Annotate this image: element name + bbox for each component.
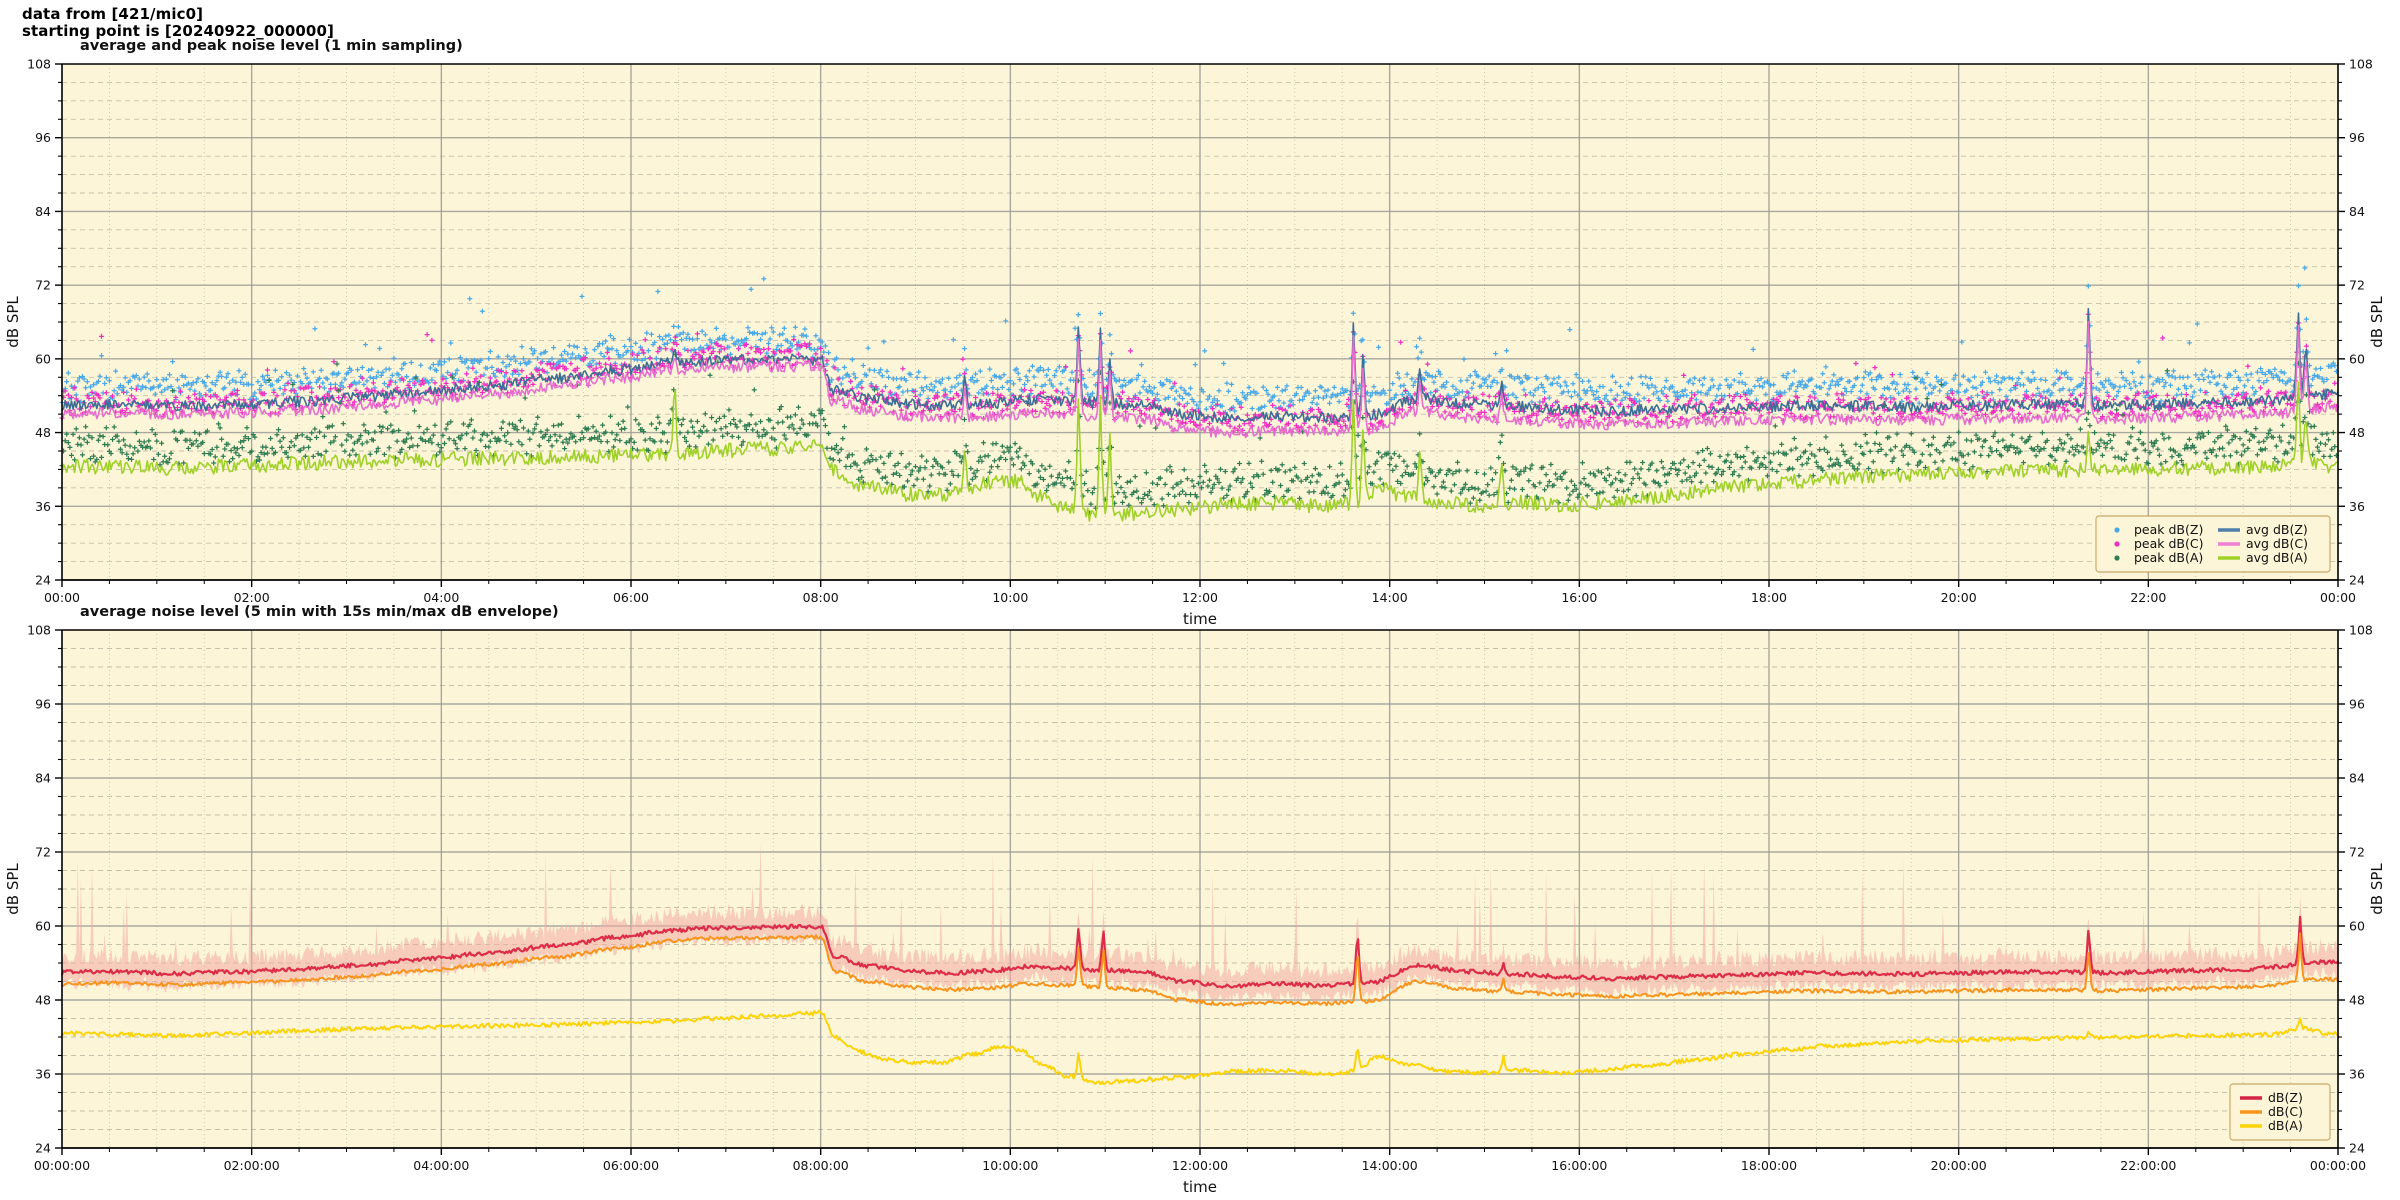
x-axis-tick-label: 06:00:00 [603, 1158, 659, 1173]
x-axis-tick-label: 02:00:00 [224, 1158, 280, 1173]
x-axis-tick-label: 10:00 [992, 590, 1028, 605]
y-axis-tick-label-right: 108 [2349, 57, 2373, 72]
x-axis-tick-label: 10:00:00 [982, 1158, 1038, 1173]
y-axis-tick-label: 96 [35, 130, 51, 145]
y-axis-tick-label: 84 [35, 204, 51, 219]
y-axis-tick-label: 36 [35, 1067, 51, 1082]
y-axis-tick-label-right: 72 [2349, 278, 2365, 293]
x-axis-tick-label: 18:00 [1751, 590, 1787, 605]
x-axis-tick-label: 18:00:00 [1741, 1158, 1797, 1173]
y-axis-tick-label-right: 24 [2349, 573, 2365, 588]
x-axis-tick-label: 12:00:00 [1172, 1158, 1228, 1173]
x-axis-tick-label: 22:00 [2130, 590, 2166, 605]
x-axis-tick-label: 00:00 [44, 590, 80, 605]
x-axis-title: time [1183, 1178, 1217, 1196]
y-axis-tick-label-right: 36 [2349, 1067, 2365, 1082]
legend-item-label: avg dB(A) [2246, 550, 2308, 565]
y-axis-tick-label-right: 108 [2349, 623, 2373, 638]
x-axis-tick-label: 00:00 [2320, 590, 2356, 605]
y-axis-tick-label-right: 96 [2349, 697, 2365, 712]
y-axis-tick-label-right: 60 [2349, 919, 2365, 934]
y-axis-tick-label: 48 [35, 993, 51, 1008]
x-axis-tick-label: 22:00:00 [2120, 1158, 2176, 1173]
chart-legend: peak dB(Z)peak dB(C)peak dB(A)avg dB(Z)a… [2095, 515, 2331, 573]
x-axis-tick-label: 06:00 [613, 590, 649, 605]
x-axis-title: time [1183, 610, 1217, 628]
x-axis-tick-label: 16:00:00 [1551, 1158, 1607, 1173]
y-axis-tick-label: 108 [27, 57, 51, 72]
legend-dot-marker [2114, 541, 2120, 547]
y-axis-tick-label: 60 [35, 351, 51, 366]
y-axis-tick-label-right: 36 [2349, 499, 2365, 514]
x-axis-tick-label: 16:00 [1561, 590, 1597, 605]
x-axis-tick-label: 00:00:00 [2310, 1158, 2366, 1173]
report-header: data from [421/mic0] starting point is [… [22, 6, 334, 40]
chart2-plot: 24 24 36 36 48 48 60 60 72 72 84 84 96 96 108 108 00:00:… [4, 623, 2386, 1197]
y-axis-tick-label: 36 [35, 499, 51, 514]
y-axis-tick-label: 84 [35, 771, 51, 786]
y-axis-tick-label: 96 [35, 697, 51, 712]
x-axis-tick-label: 20:00 [1941, 590, 1977, 605]
chart1-plot: 24 24 36 36 48 48 60 60 72 72 84 84 96 96 108 108 00:00 0… [4, 57, 2386, 629]
legend-item-label: peak dB(Z) [2134, 522, 2203, 537]
legend-item-label: dB(A) [2268, 1118, 2303, 1133]
header-data-source: data from [421/mic0] [22, 5, 204, 23]
y-axis-tick-label: 24 [35, 1141, 51, 1156]
header-start-time: starting point is [20240922_000000] [22, 22, 334, 40]
y-axis-tick-label: 48 [35, 425, 51, 440]
x-axis-tick-label: 12:00 [1182, 590, 1218, 605]
legend-item-label: avg dB(Z) [2246, 522, 2308, 537]
y-axis-tick-label-right: 96 [2349, 130, 2365, 145]
legend-item-label: dB(Z) [2268, 1090, 2303, 1105]
legend-item-label: peak dB(A) [2134, 550, 2203, 565]
legend-item-label: peak dB(C) [2134, 536, 2204, 551]
x-axis-tick-label: 14:00 [1372, 590, 1408, 605]
chart-legend: dB(Z)dB(C)dB(A) [2229, 1083, 2331, 1141]
y-axis-tick-label: 72 [35, 278, 51, 293]
y-axis-tick-label-right: 84 [2349, 204, 2365, 219]
y-axis-tick-label: 108 [27, 623, 51, 638]
x-axis-tick-label: 02:00 [234, 590, 270, 605]
chart-panel-average-envelope: average noise level (5 min with 15s min/… [0, 604, 2400, 1200]
y-axis-tick-label-right: 24 [2349, 1141, 2365, 1156]
legend-dot-marker [2114, 555, 2120, 561]
x-axis-tick-label: 08:00 [803, 590, 839, 605]
y-axis-title-left: dB SPL [4, 863, 22, 915]
y-axis-tick-label-right: 48 [2349, 993, 2365, 1008]
x-axis-tick-label: 08:00:00 [793, 1158, 849, 1173]
y-axis-tick-label: 72 [35, 845, 51, 860]
y-axis-tick-label-right: 60 [2349, 351, 2365, 366]
chart2-title: average noise level (5 min with 15s min/… [80, 604, 559, 620]
x-axis-tick-label: 00:00:00 [34, 1158, 90, 1173]
x-axis-tick-label: 20:00:00 [1931, 1158, 1987, 1173]
x-axis-tick-label: 04:00:00 [413, 1158, 469, 1173]
x-axis-tick-label: 14:00:00 [1362, 1158, 1418, 1173]
y-axis-title-right: dB SPL [2368, 863, 2386, 915]
y-axis-tick-label-right: 84 [2349, 771, 2365, 786]
y-axis-tick-label: 60 [35, 919, 51, 934]
x-axis-tick-label: 04:00 [423, 590, 459, 605]
chart1-title: average and peak noise level (1 min samp… [80, 38, 463, 54]
y-axis-tick-label-right: 72 [2349, 845, 2365, 860]
legend-item-label: avg dB(C) [2246, 536, 2308, 551]
legend-item-label: dB(C) [2268, 1104, 2303, 1119]
y-axis-title-left: dB SPL [4, 296, 22, 348]
y-axis-tick-label-right: 48 [2349, 425, 2365, 440]
chart-panel-peak-and-average: average and peak noise level (1 min samp… [0, 38, 2400, 632]
y-axis-title-right: dB SPL [2368, 296, 2386, 348]
legend-dot-marker [2114, 527, 2120, 533]
y-axis-tick-label: 24 [35, 573, 51, 588]
